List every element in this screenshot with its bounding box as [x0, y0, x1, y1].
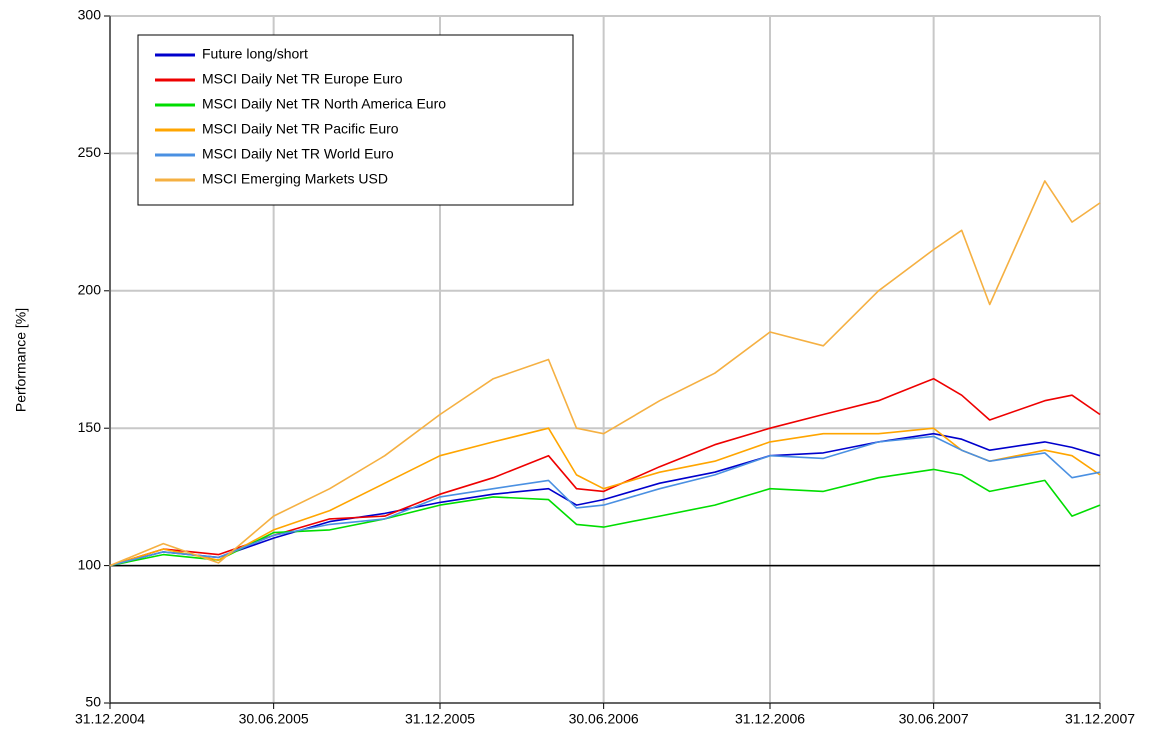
- series-line: [109, 180, 1101, 567]
- x-tick-label: 30.06.2005: [239, 711, 309, 727]
- legend-label: Future long/short: [202, 46, 308, 62]
- legend-label: MSCI Daily Net TR North America Euro: [202, 96, 446, 112]
- y-tick-label: 200: [78, 282, 102, 298]
- x-tick-label: 31.12.2007: [1065, 711, 1135, 727]
- y-tick-label: 250: [78, 144, 102, 160]
- y-tick-label: 150: [78, 419, 102, 435]
- legend-label: MSCI Emerging Markets USD: [202, 171, 388, 187]
- series-line: [109, 427, 1101, 567]
- series-line: [109, 377, 1101, 567]
- legend-label: MSCI Daily Net TR World Euro: [202, 146, 394, 162]
- legend-label: MSCI Daily Net TR Europe Euro: [202, 71, 403, 87]
- y-axis-label: Performance [%]: [13, 308, 29, 412]
- legend-label: MSCI Daily Net TR Pacific Euro: [202, 121, 399, 137]
- x-tick-label: 30.06.2007: [899, 711, 969, 727]
- y-tick-label: 100: [78, 556, 102, 572]
- legend-box: [137, 34, 574, 206]
- y-tick-label: 300: [78, 7, 102, 23]
- series-line: [109, 468, 1101, 567]
- series-line: [109, 432, 1101, 567]
- series-line: [109, 435, 1101, 567]
- y-tick-label: 50: [85, 694, 101, 710]
- x-tick-label: 31.12.2004: [75, 711, 145, 727]
- x-tick-label: 31.12.2006: [735, 711, 805, 727]
- x-tick-label: 30.06.2006: [569, 711, 639, 727]
- x-tick-label: 31.12.2005: [405, 711, 475, 727]
